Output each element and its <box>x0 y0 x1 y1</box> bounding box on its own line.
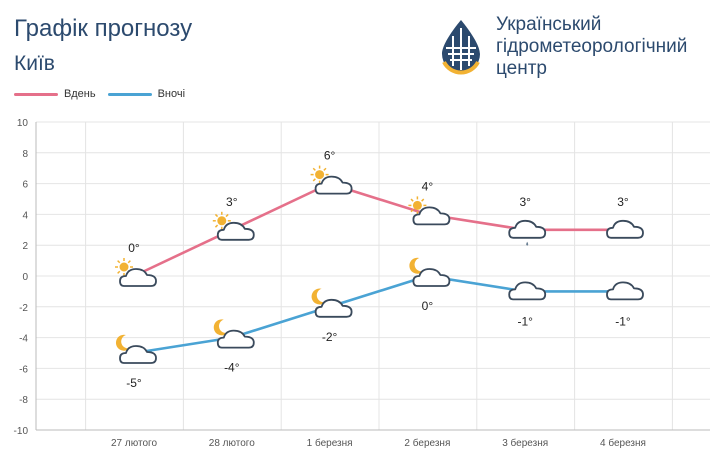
org-line-1: Український <box>496 14 602 35</box>
y-tick-label: 8 <box>22 149 28 160</box>
hydromet-logo-icon <box>442 20 480 75</box>
data-label: -1° <box>517 314 533 328</box>
y-tick-label: 4 <box>22 210 28 221</box>
x-tick-label: 1 березня <box>307 437 353 449</box>
moon-cloud-icon <box>311 288 353 318</box>
org-line-2: гідрометеорологічний <box>496 36 688 57</box>
sun-cloud-icon <box>408 196 451 226</box>
legend-swatch-night <box>107 92 152 96</box>
data-label: 0° <box>128 241 140 255</box>
data-label: -2° <box>322 330 338 344</box>
data-label: -5° <box>126 376 142 390</box>
moon-cloud-icon <box>409 257 451 287</box>
y-tick-label: -4 <box>19 334 28 345</box>
data-label: 3° <box>226 195 238 209</box>
cloud-drizzle-icon <box>508 219 547 246</box>
cloud-icon <box>606 281 644 301</box>
sun-cloud-icon <box>310 165 353 195</box>
y-tick-label: 6 <box>22 180 28 191</box>
moon-cloud-icon <box>115 334 157 364</box>
org-line-3: центр <box>496 58 547 79</box>
data-label: 4° <box>422 179 434 193</box>
data-label: -1° <box>615 314 631 328</box>
data-label: 3° <box>519 195 531 209</box>
city-name: Київ <box>14 52 55 75</box>
sun-cloud-icon <box>212 211 255 241</box>
legend-item-day[interactable]: Вдень <box>14 88 96 100</box>
x-tick-label: 2 березня <box>404 437 450 449</box>
x-tick-label: 3 березня <box>502 437 548 449</box>
cloud-icon <box>606 219 644 239</box>
y-tick-label: 0 <box>22 272 28 283</box>
legend-label-night: Вночі <box>157 88 186 100</box>
page-title: Графік прогнозу <box>14 15 193 42</box>
data-label: 6° <box>324 149 336 163</box>
sun-cloud-icon <box>115 258 157 287</box>
cloud-icon <box>508 281 547 301</box>
data-label: -4° <box>224 361 240 375</box>
y-tick-label: -10 <box>14 426 29 437</box>
y-tick-label: 10 <box>17 118 29 129</box>
data-label: 3° <box>617 195 629 209</box>
legend-label-day: Вдень <box>64 88 96 100</box>
x-tick-label: 28 лютого <box>209 438 255 449</box>
data-label: 0° <box>422 299 434 313</box>
chart-legend: Вдень Вночі <box>14 88 197 100</box>
y-tick-label: -8 <box>19 395 28 406</box>
organization-name: Український гідрометеорологічний центр <box>496 14 716 80</box>
y-tick-label: 2 <box>22 241 28 252</box>
x-tick-label: 27 лютого <box>111 438 157 449</box>
y-tick-label: -6 <box>19 364 28 375</box>
y-tick-label: -2 <box>19 303 28 314</box>
x-tick-label: 4 березня <box>600 437 646 449</box>
legend-swatch-day <box>14 92 58 96</box>
moon-cloud-icon <box>213 319 255 349</box>
legend-item-night[interactable]: Вночі <box>107 88 186 100</box>
